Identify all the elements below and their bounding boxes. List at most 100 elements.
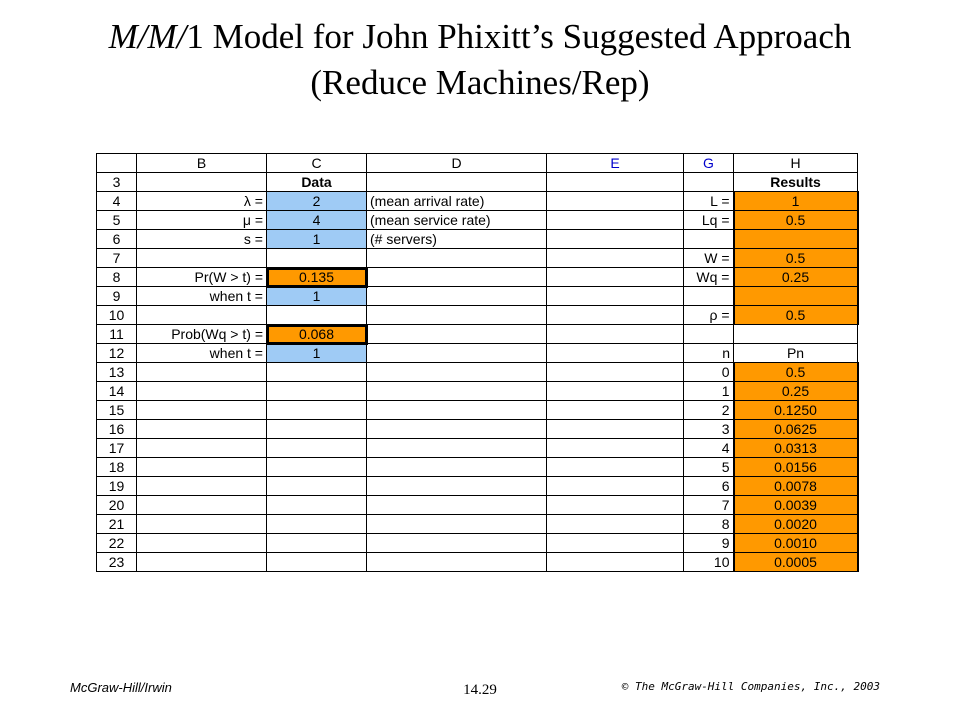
cell-h[interactable]: 0.0313 xyxy=(732,438,859,458)
cell-h[interactable]: 0.0010 xyxy=(732,533,859,553)
cell-c[interactable] xyxy=(266,381,367,401)
column-header-e[interactable]: E xyxy=(546,153,684,173)
cell-b[interactable]: when t = xyxy=(136,343,267,363)
cell-e[interactable] xyxy=(546,362,684,382)
cell-b[interactable] xyxy=(136,172,267,192)
row-number[interactable]: 20 xyxy=(96,495,137,515)
row-number[interactable]: 10 xyxy=(96,305,137,325)
cell-d[interactable] xyxy=(366,305,547,325)
cell-b[interactable]: s = xyxy=(136,229,267,249)
cell-g[interactable]: 3 xyxy=(683,419,734,439)
cell-h[interactable]: Pn xyxy=(733,343,858,363)
cell-b[interactable] xyxy=(136,305,267,325)
cell-g[interactable]: 7 xyxy=(683,495,734,515)
cell-e[interactable] xyxy=(546,191,684,211)
cell-d[interactable] xyxy=(366,495,547,515)
cell-g[interactable]: Lq = xyxy=(683,210,734,230)
cell-h[interactable]: 0.25 xyxy=(732,381,859,401)
cell-b[interactable] xyxy=(136,362,267,382)
cell-b[interactable] xyxy=(136,438,267,458)
cell-e[interactable] xyxy=(546,286,684,306)
cell-c[interactable] xyxy=(266,362,367,382)
cell-d[interactable] xyxy=(366,533,547,553)
cell-b[interactable] xyxy=(136,514,267,534)
row-number[interactable]: 6 xyxy=(96,229,137,249)
row-number[interactable]: 19 xyxy=(96,476,137,496)
cell-g[interactable]: L = xyxy=(683,191,734,211)
cell-b[interactable] xyxy=(136,400,267,420)
cell-c[interactable] xyxy=(266,419,367,439)
cell-h[interactable] xyxy=(732,286,859,306)
column-header-c[interactable]: C xyxy=(266,153,367,173)
cell-e[interactable] xyxy=(546,457,684,477)
cell-b[interactable] xyxy=(136,552,267,572)
cell-h[interactable] xyxy=(733,324,858,344)
row-number[interactable]: 23 xyxy=(96,552,137,572)
cell-g[interactable]: ρ = xyxy=(683,305,734,325)
cell-g[interactable]: 0 xyxy=(683,362,734,382)
row-number[interactable]: 16 xyxy=(96,419,137,439)
row-number[interactable]: 11 xyxy=(96,324,137,344)
cell-d[interactable] xyxy=(366,267,547,287)
cell-h[interactable]: Results xyxy=(733,172,858,192)
cell-b[interactable] xyxy=(136,533,267,553)
cell-d[interactable] xyxy=(366,324,547,344)
cell-g[interactable]: 9 xyxy=(683,533,734,553)
cell-h[interactable]: 0.0039 xyxy=(732,495,859,515)
cell-b[interactable]: Pr(W > t) = xyxy=(136,267,267,287)
cell-d[interactable] xyxy=(366,514,547,534)
cell-c[interactable] xyxy=(266,305,367,325)
row-number[interactable]: 13 xyxy=(96,362,137,382)
cell-b[interactable] xyxy=(136,419,267,439)
row-number[interactable]: 7 xyxy=(96,248,137,268)
column-header-g[interactable]: G xyxy=(683,153,734,173)
row-number[interactable]: 22 xyxy=(96,533,137,553)
cell-c[interactable]: Data xyxy=(266,172,367,192)
cell-g[interactable] xyxy=(683,229,734,249)
cell-c[interactable] xyxy=(266,514,367,534)
cell-d[interactable] xyxy=(366,362,547,382)
cell-b[interactable] xyxy=(136,495,267,515)
cell-d[interactable] xyxy=(366,343,547,363)
cell-e[interactable] xyxy=(546,381,684,401)
cell-c[interactable]: 0.068 xyxy=(265,323,368,345)
cell-e[interactable] xyxy=(546,476,684,496)
cell-d[interactable]: (mean arrival rate) xyxy=(366,191,547,211)
column-header-d[interactable]: D xyxy=(366,153,547,173)
cell-g[interactable]: 8 xyxy=(683,514,734,534)
cell-d[interactable] xyxy=(366,381,547,401)
cell-e[interactable] xyxy=(546,229,684,249)
cell-c[interactable]: 4 xyxy=(266,210,367,230)
cell-h[interactable]: 0.5 xyxy=(732,248,859,268)
cell-c[interactable]: 2 xyxy=(266,191,367,211)
row-number[interactable]: 21 xyxy=(96,514,137,534)
cell-d[interactable] xyxy=(366,476,547,496)
cell-g[interactable]: 5 xyxy=(683,457,734,477)
cell-h[interactable]: 0.0156 xyxy=(732,457,859,477)
cell-d[interactable] xyxy=(366,419,547,439)
cell-d[interactable]: (# servers) xyxy=(366,229,547,249)
cell-g[interactable]: Wq = xyxy=(683,267,734,287)
cell-g[interactable]: 1 xyxy=(683,381,734,401)
cell-d[interactable] xyxy=(366,457,547,477)
cell-h[interactable]: 0.0625 xyxy=(732,419,859,439)
cell-d[interactable]: (mean service rate) xyxy=(366,210,547,230)
row-number[interactable]: 15 xyxy=(96,400,137,420)
cell-c[interactable]: 1 xyxy=(266,343,367,363)
cell-h[interactable]: 0.0020 xyxy=(732,514,859,534)
cell-e[interactable] xyxy=(546,343,684,363)
cell-c[interactable]: 1 xyxy=(266,229,367,249)
cell-b[interactable]: μ = xyxy=(136,210,267,230)
cell-h[interactable]: 0.5 xyxy=(732,305,859,325)
column-header-h[interactable]: H xyxy=(733,153,858,173)
cell-c[interactable]: 0.135 xyxy=(265,266,368,288)
cell-c[interactable] xyxy=(266,400,367,420)
cell-c[interactable] xyxy=(266,438,367,458)
cell-b[interactable]: Prob(Wq > t) = xyxy=(136,324,267,344)
cell-c[interactable] xyxy=(266,457,367,477)
row-number[interactable]: 17 xyxy=(96,438,137,458)
cell-h[interactable]: 0.0005 xyxy=(732,552,859,572)
row-number[interactable]: 5 xyxy=(96,210,137,230)
cell-h[interactable]: 0.1250 xyxy=(732,400,859,420)
cell-g[interactable]: W = xyxy=(683,248,734,268)
